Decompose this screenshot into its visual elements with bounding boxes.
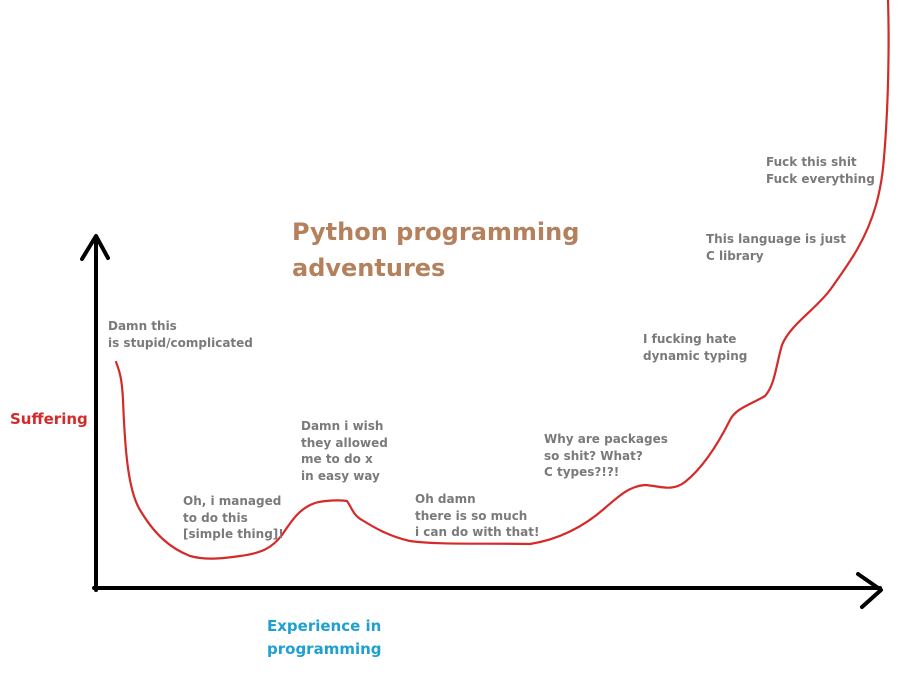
annotation-c-library: This language is just C library bbox=[706, 232, 847, 263]
suffering-curve bbox=[114, 0, 890, 560]
annotation-fuck: Fuck this shit Fuck everything bbox=[766, 155, 875, 186]
x-axis-arrowhead bbox=[856, 572, 883, 609]
y-axis-label: Suffering bbox=[10, 410, 88, 428]
y-axis-arrowhead bbox=[80, 234, 110, 261]
x-axis-label: Experience in programming bbox=[267, 617, 382, 658]
annotation-managed: Oh, i managed to do this [simple thing]! bbox=[183, 494, 284, 541]
annotation-so-much: Oh damn there is so much i can do with t… bbox=[415, 492, 540, 539]
annotation-dynamic: I fucking hate dynamic typing bbox=[643, 332, 748, 363]
diagram-title: Python programming adventures bbox=[292, 218, 580, 282]
annotation-packages: Why are packages so shit? What? C types?… bbox=[544, 432, 668, 479]
annotation-wish: Damn i wish they allowed me to do x in e… bbox=[301, 419, 388, 483]
annotation-stupid: Damn this is stupid/complicated bbox=[108, 319, 253, 350]
